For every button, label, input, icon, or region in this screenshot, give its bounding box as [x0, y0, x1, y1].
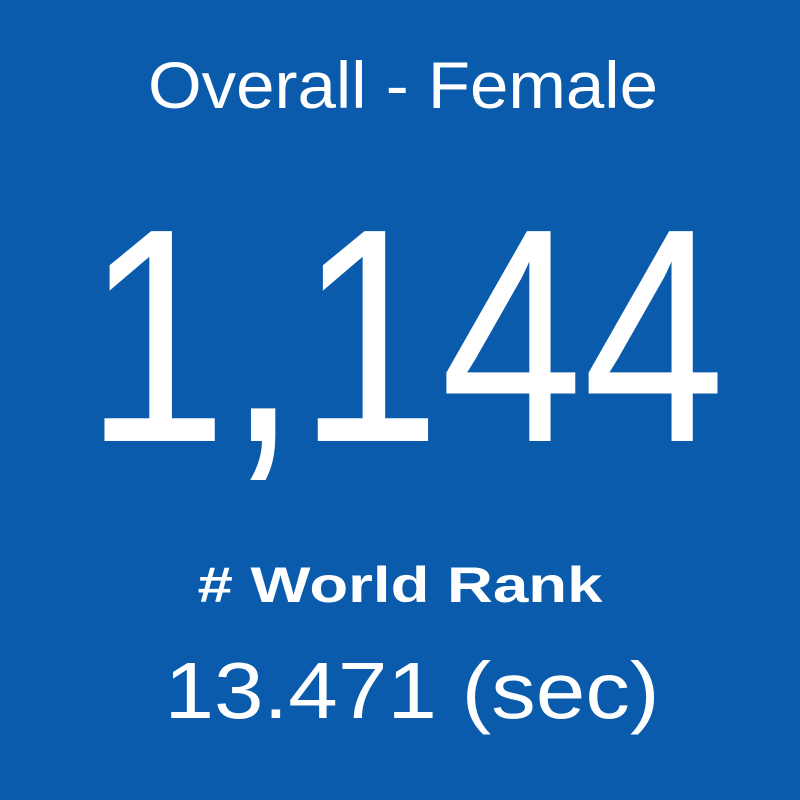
rank-value: 1,144	[85, 165, 725, 506]
rank-label: # World Rank	[198, 557, 603, 613]
tile-title: Overall - Female	[148, 48, 658, 122]
time-value: 13.471 (sec)	[165, 646, 660, 735]
